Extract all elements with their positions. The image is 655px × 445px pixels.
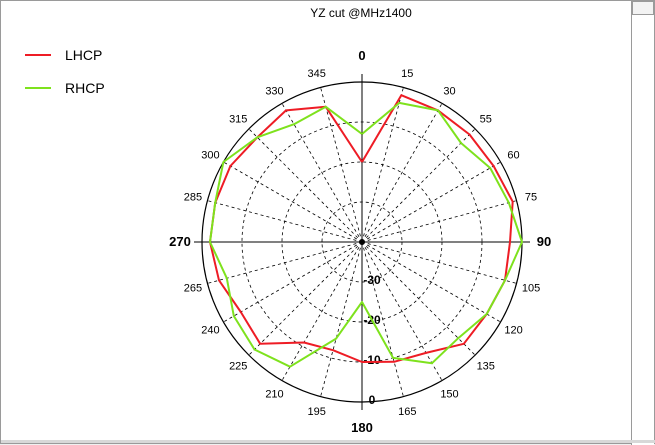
polar-grid-spoke	[361, 200, 517, 243]
legend-label-rhcp: RHCP	[65, 80, 105, 96]
legend-swatch-rhcp	[25, 87, 51, 89]
legend-item-rhcp: RHCP	[25, 78, 105, 98]
window-right-edge	[631, 1, 654, 445]
polar-grid-spoke	[361, 241, 501, 323]
polar-plot: 0 15 30 55 60 75 90 105 120 135 150 165 180 195 210 225…	[169, 48, 551, 435]
polar-grid-spoke	[361, 241, 476, 356]
polar-grid-spoke	[320, 87, 363, 243]
series-line-rhcp	[209, 101, 523, 368]
angle-tick-label: 150	[440, 389, 458, 401]
angle-tick-label: 105	[522, 282, 540, 294]
angle-tick-label: 270	[169, 234, 191, 249]
polar-grid-spoke	[320, 241, 363, 397]
angle-tick-label: 90	[537, 234, 551, 249]
angle-tick-label: 265	[184, 282, 202, 294]
angle-tick-label: 285	[184, 192, 202, 204]
angle-tick-label: 0	[358, 48, 365, 63]
polar-grid-spoke	[361, 241, 443, 381]
angle-tick-label: 135	[477, 361, 495, 373]
polar-grid-spoke	[281, 103, 363, 243]
legend-label-lhcp: LHCP	[65, 47, 103, 63]
angle-tick-label: 315	[229, 113, 247, 125]
angle-tick-label: 60	[507, 150, 519, 162]
scrollbar-button[interactable]	[632, 1, 654, 15]
polar-grid-spoke	[361, 128, 476, 243]
angle-tick-label: 180	[351, 420, 373, 435]
angle-tick-label: 240	[201, 325, 219, 337]
legend-item-lhcp: LHCP	[25, 45, 105, 65]
polar-grid-spoke	[207, 200, 363, 243]
angle-tick-label: 30	[443, 85, 455, 97]
angle-tick-label: 210	[265, 389, 283, 401]
polar-grid-spoke	[248, 241, 363, 356]
polar-grid-spoke	[361, 161, 501, 243]
angle-tick-label: 345	[308, 68, 326, 80]
polar-grid-spoke	[223, 241, 363, 323]
radial-tick-label: -10	[363, 353, 381, 367]
polar-grid-spoke	[361, 87, 404, 243]
angle-tick-label: 300	[201, 150, 219, 162]
polar-grid-spoke	[361, 241, 517, 284]
polar-grid-spoke	[281, 241, 363, 381]
angle-tick-label: 15	[401, 68, 413, 80]
radial-tick-label: 0	[369, 393, 376, 407]
angle-tick-label: 55	[480, 113, 492, 125]
series-line-lhcp	[209, 94, 514, 363]
polar-grid-spoke	[361, 241, 404, 397]
chart-title: YZ cut @MHz1400	[310, 6, 412, 20]
polar-grid-spoke	[248, 128, 363, 243]
polar-grid-spoke	[223, 161, 363, 243]
polar-grid-spoke	[207, 241, 363, 284]
window-bottom-edge	[1, 440, 655, 443]
angle-tick-label: 165	[398, 406, 416, 418]
legend-swatch-lhcp	[25, 54, 51, 56]
polar-grid-spoke	[361, 103, 443, 243]
chart-legend: LHCP RHCP	[25, 45, 105, 111]
angle-tick-label: 120	[504, 325, 522, 337]
angle-tick-label: 330	[265, 85, 283, 97]
angle-tick-label: 195	[308, 406, 326, 418]
radial-tick-label: -30	[363, 273, 381, 287]
angle-tick-label: 75	[525, 192, 537, 204]
angle-tick-label: 225	[229, 361, 247, 373]
